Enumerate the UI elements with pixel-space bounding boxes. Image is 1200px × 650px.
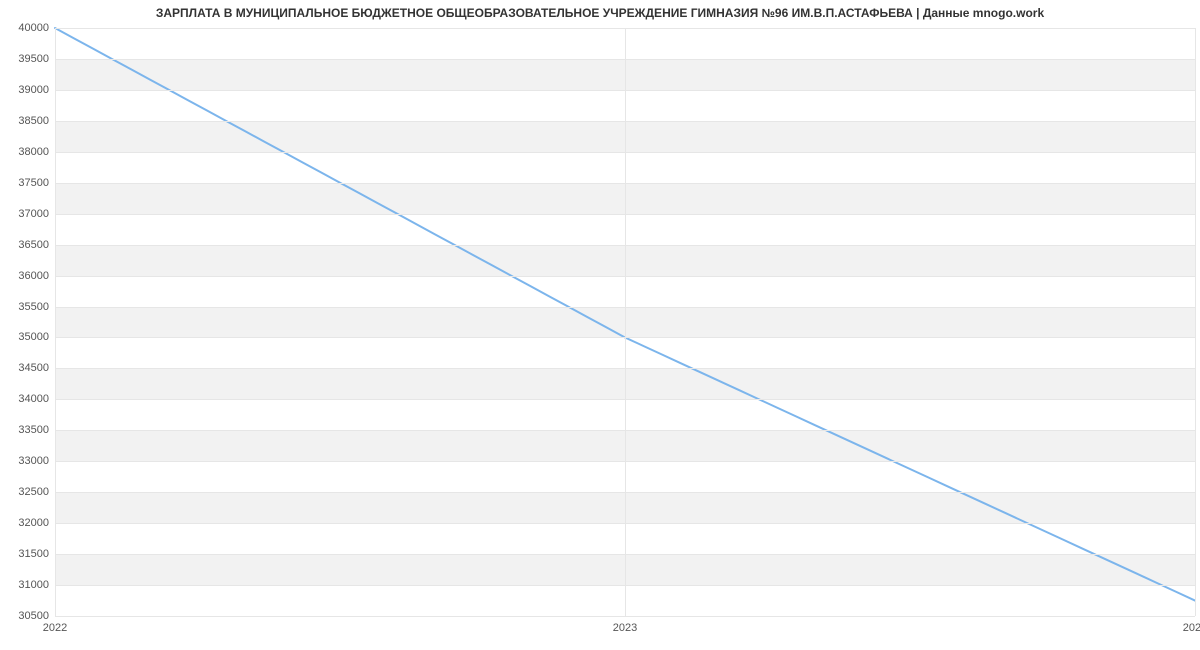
y-axis-label: 35000 (18, 331, 49, 343)
y-axis-label: 37500 (18, 177, 49, 189)
x-axis-label: 2023 (613, 622, 637, 634)
x-gridline (625, 28, 626, 616)
y-axis-label: 38000 (18, 146, 49, 158)
y-axis-label: 37000 (18, 208, 49, 220)
y-axis-label: 39500 (18, 53, 49, 65)
plot-area: 3050031000315003200032500330003350034000… (55, 28, 1195, 616)
y-axis-label: 36500 (18, 239, 49, 251)
y-axis-label: 30500 (18, 610, 49, 622)
y-axis-label: 32500 (18, 486, 49, 498)
y-axis-label: 31500 (18, 548, 49, 560)
y-axis-label: 39000 (18, 84, 49, 96)
y-axis-label: 31000 (18, 579, 49, 591)
y-axis-label: 34000 (18, 393, 49, 405)
x-gridline (55, 28, 56, 616)
x-axis-label: 2022 (43, 622, 67, 634)
y-axis-label: 38500 (18, 115, 49, 127)
y-axis-label: 35500 (18, 301, 49, 313)
y-axis-label: 34500 (18, 362, 49, 374)
y-axis-label: 32000 (18, 517, 49, 529)
chart-title: ЗАРПЛАТА В МУНИЦИПАЛЬНОЕ БЮДЖЕТНОЕ ОБЩЕО… (0, 6, 1200, 20)
y-axis-label: 36000 (18, 270, 49, 282)
x-gridline (1195, 28, 1196, 616)
y-axis-label: 33000 (18, 455, 49, 467)
chart-container: ЗАРПЛАТА В МУНИЦИПАЛЬНОЕ БЮДЖЕТНОЕ ОБЩЕО… (0, 0, 1200, 650)
y-gridline (55, 616, 1195, 617)
y-axis-label: 40000 (18, 22, 49, 34)
x-axis-label: 2024 (1183, 622, 1200, 634)
y-axis-label: 33500 (18, 424, 49, 436)
